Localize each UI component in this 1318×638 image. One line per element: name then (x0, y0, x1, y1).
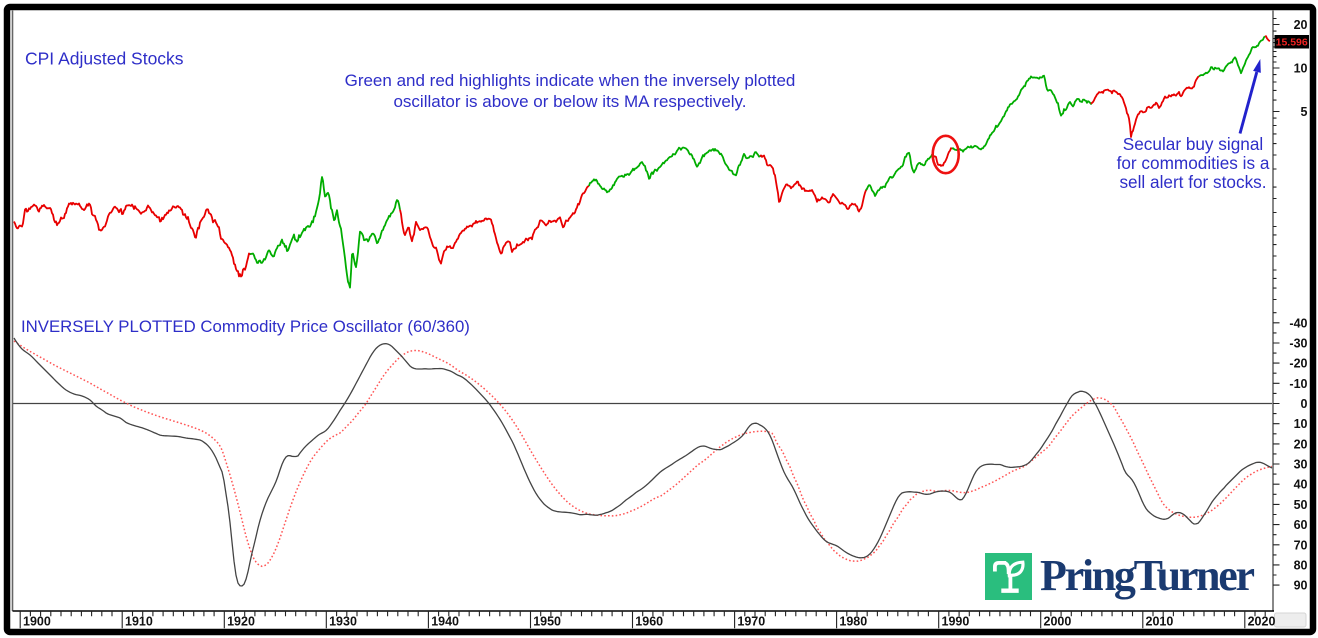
svg-text:for commodities is a: for commodities is a (1117, 153, 1270, 173)
svg-text:Green and red highlights indic: Green and red highlights indicate when t… (345, 71, 796, 90)
svg-text:1920: 1920 (227, 615, 255, 629)
svg-text:1970: 1970 (737, 615, 765, 629)
svg-text:-10: -10 (1289, 377, 1307, 391)
svg-text:90: 90 (1294, 579, 1308, 593)
svg-text:10: 10 (1294, 417, 1308, 431)
svg-text:20: 20 (1294, 18, 1308, 32)
svg-text:1980: 1980 (839, 615, 867, 629)
svg-text:2010: 2010 (1146, 615, 1174, 629)
svg-text:80: 80 (1294, 558, 1308, 572)
svg-text:1910: 1910 (125, 615, 153, 629)
svg-text:20: 20 (1294, 437, 1308, 451)
svg-text:1930: 1930 (329, 615, 357, 629)
svg-text:1940: 1940 (431, 615, 459, 629)
svg-text:1990: 1990 (942, 615, 970, 629)
svg-text:2000: 2000 (1044, 615, 1072, 629)
svg-text:1960: 1960 (635, 615, 663, 629)
svg-text:1950: 1950 (533, 615, 561, 629)
svg-text:5: 5 (1301, 105, 1308, 119)
svg-text:PringTurner: PringTurner (1040, 551, 1255, 600)
svg-text:10: 10 (1294, 62, 1308, 76)
svg-text:40: 40 (1294, 478, 1308, 492)
svg-text:60: 60 (1294, 518, 1308, 532)
svg-text:Secular buy signal: Secular buy signal (1123, 134, 1263, 154)
svg-text:sell alert for stocks.: sell alert for stocks. (1119, 172, 1266, 192)
svg-text:70: 70 (1294, 538, 1308, 552)
svg-text:-40: -40 (1289, 316, 1307, 330)
svg-text:1900: 1900 (23, 615, 51, 629)
svg-text:CPI Adjusted Stocks: CPI Adjusted Stocks (25, 49, 184, 69)
svg-text:-30: -30 (1289, 337, 1307, 351)
svg-text:2020: 2020 (1248, 615, 1276, 629)
svg-text:oscillator is above or below i: oscillator is above or below its MA resp… (393, 92, 746, 111)
svg-text:30: 30 (1294, 458, 1308, 472)
svg-text:15.596: 15.596 (1276, 37, 1308, 49)
svg-text:-20: -20 (1289, 357, 1307, 371)
svg-text:50: 50 (1294, 498, 1308, 512)
svg-text:0: 0 (1301, 397, 1308, 411)
svg-text:INVERSELY PLOTTED Commodity Pr: INVERSELY PLOTTED Commodity Price Oscill… (21, 317, 470, 336)
